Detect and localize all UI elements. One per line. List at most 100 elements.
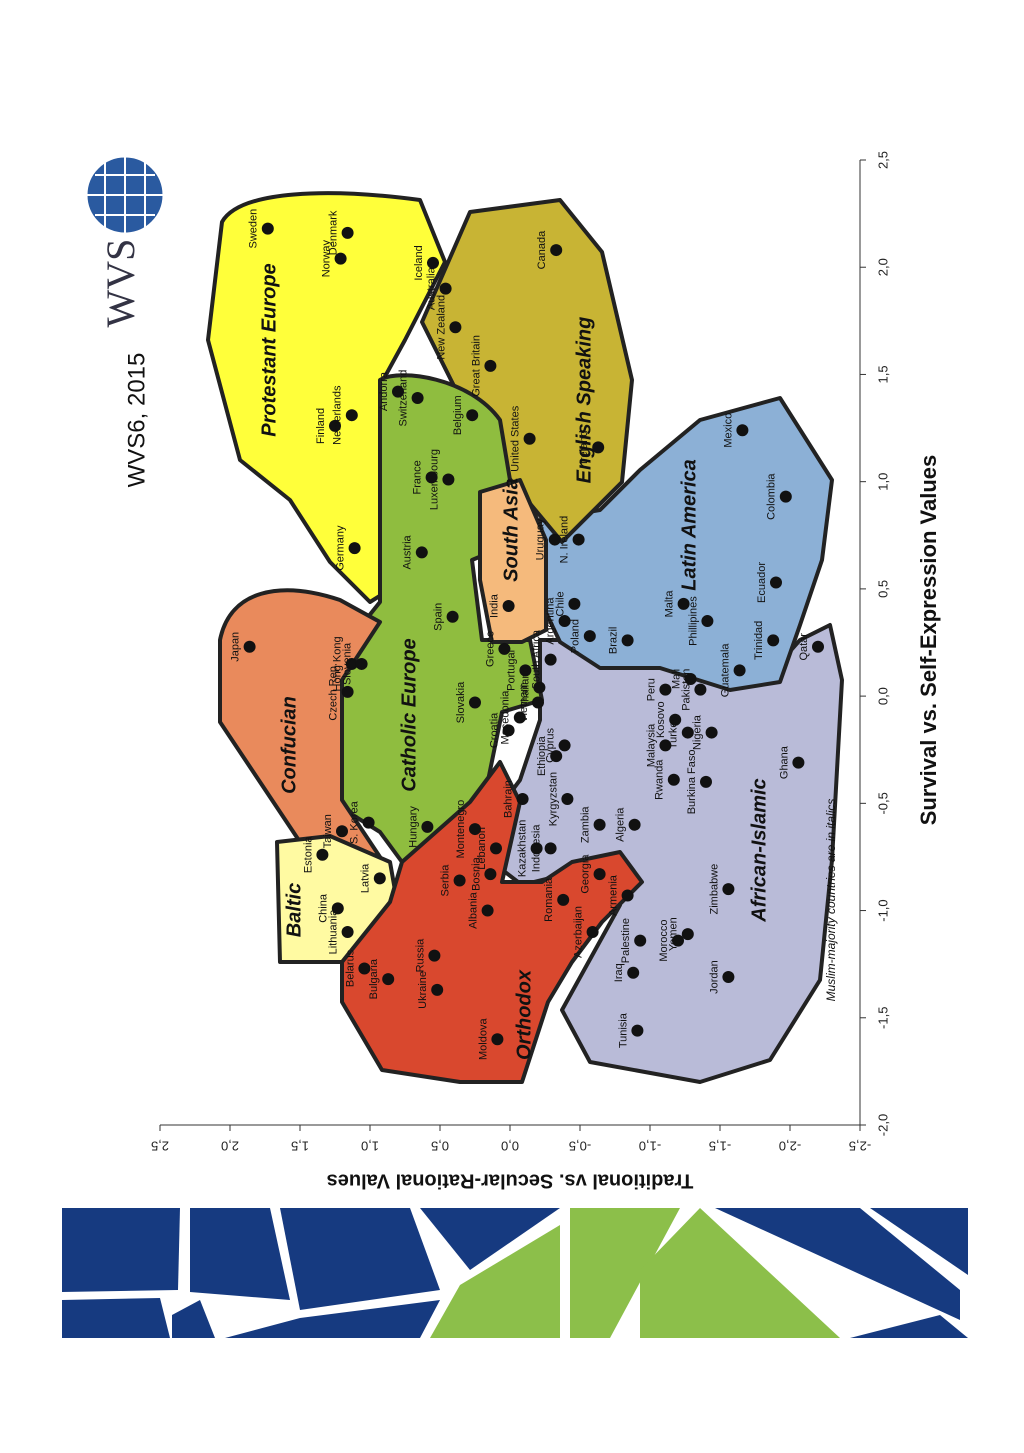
globe-grid (87, 157, 163, 233)
point-label: Denmark (328, 210, 340, 255)
point (558, 739, 571, 752)
point-label: Turkey (668, 715, 680, 749)
point (502, 724, 515, 737)
point (700, 775, 712, 788)
point-label: Portugal (505, 650, 517, 691)
point (498, 642, 511, 655)
point (502, 600, 515, 613)
point (669, 713, 682, 726)
point-label: Spain (433, 603, 445, 631)
y-tick-label: -2,5 (849, 1139, 871, 1154)
point (568, 597, 581, 610)
tile (62, 1298, 170, 1338)
tile (420, 1208, 560, 1270)
point-label: Thailand (519, 666, 531, 708)
point (550, 244, 563, 257)
note: Muslim-majority countries are in italics (824, 799, 838, 1002)
point (677, 597, 690, 610)
tile (850, 1315, 968, 1338)
point-label: Hong Kong (332, 636, 344, 691)
point (484, 868, 497, 881)
point (348, 542, 361, 555)
point-label: Colombia (766, 473, 778, 520)
point (341, 226, 354, 239)
tile (715, 1208, 960, 1320)
tile (640, 1208, 840, 1338)
point (557, 893, 570, 906)
point-label: Bosnia (470, 856, 482, 891)
point-label: Hungary (407, 806, 419, 848)
banner (60, 1205, 972, 1340)
point-label: Mali (671, 669, 683, 689)
region-shapes (206, 191, 844, 1084)
point (628, 818, 641, 831)
point-label: Ecuador (756, 562, 768, 603)
point-label: Albania (468, 891, 480, 929)
point (484, 359, 497, 372)
tile (225, 1300, 440, 1338)
point-label: S. Korea (349, 800, 361, 844)
point (425, 471, 438, 484)
point (544, 842, 557, 855)
point (362, 816, 375, 829)
point-label: Russia (414, 938, 426, 973)
point-label: Ethiopia (536, 735, 548, 776)
point-label: Bahrain (503, 780, 515, 818)
point (373, 872, 386, 885)
point (532, 696, 544, 709)
point-label: Kosovo (655, 701, 667, 738)
point-label: Peru (645, 678, 657, 701)
point-label: Slovakia (455, 681, 467, 723)
point-label: Chile (554, 591, 566, 616)
point-label: Guatemala (720, 643, 732, 698)
point (316, 848, 329, 861)
point (659, 683, 672, 696)
tile (570, 1208, 680, 1338)
point (681, 726, 694, 739)
point (583, 630, 596, 643)
point-label: Czech Rep. (328, 663, 340, 720)
region-label: Baltic (283, 883, 305, 937)
point-label: Greece (484, 631, 496, 667)
logo: WVS (86, 156, 164, 327)
y-tick-label: 2,5 (151, 1139, 169, 1154)
point (341, 685, 354, 698)
point-label: South Africa (531, 629, 543, 689)
point (812, 640, 824, 653)
x-tick-label: -2,0 (875, 1114, 890, 1136)
point-label: Slovenia (342, 642, 354, 685)
point (431, 983, 444, 996)
point (491, 1033, 504, 1046)
point (329, 419, 341, 432)
region-label: English Speaking (573, 317, 595, 484)
point-label: Zambia (580, 806, 592, 844)
point-label: India (489, 593, 501, 618)
point-label: Taiwan (322, 814, 334, 848)
point-label: Jordan (708, 960, 720, 994)
point (355, 657, 368, 670)
y-tick-label: 0,0 (501, 1139, 519, 1154)
point (446, 610, 459, 623)
point-label: Estonia (302, 836, 314, 874)
x-tick-label: -1,5 (875, 1007, 890, 1029)
point-label: New Zealand (435, 295, 447, 360)
point (667, 773, 680, 786)
point (345, 657, 358, 670)
tile (280, 1208, 440, 1310)
point (672, 934, 684, 947)
point (513, 711, 526, 724)
point (770, 576, 782, 589)
point-label: Armenia (608, 874, 620, 916)
point (627, 966, 640, 979)
point (421, 820, 434, 833)
point-label: Ghana (778, 745, 790, 779)
point (631, 1024, 644, 1037)
point (466, 409, 479, 422)
point-label: Rwanda (654, 759, 666, 800)
y-axis-title: Traditional vs. Secular-Rational Values (327, 1170, 694, 1192)
point-label: Morocco (658, 919, 670, 961)
point-label: Palestine (620, 918, 632, 963)
point-label: Canada (536, 230, 548, 269)
y-tick-label: -0,5 (569, 1139, 591, 1154)
